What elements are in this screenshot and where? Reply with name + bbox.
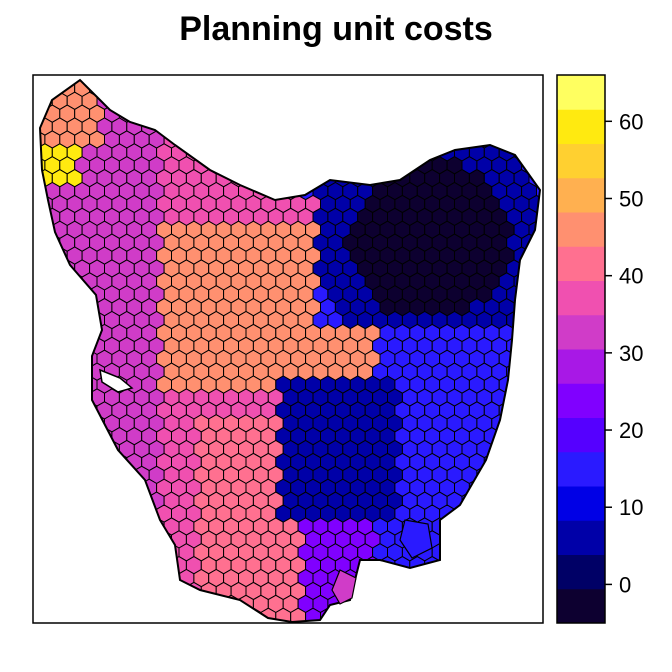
legend-tick-label: 60 [619, 109, 643, 134]
legend-tick-label: 0 [619, 572, 631, 597]
bruny-island [331, 569, 357, 605]
legend-swatch [557, 75, 605, 110]
legend-tick-label: 10 [619, 495, 643, 520]
legend-swatch [557, 554, 605, 590]
legend-tick-label: 40 [619, 264, 643, 289]
legend-swatch [557, 280, 605, 316]
legend-tick-label: 20 [619, 418, 643, 443]
legend-swatch [557, 177, 605, 213]
legend-swatches [557, 75, 605, 624]
legend-swatch [557, 588, 605, 624]
legend-swatch [557, 486, 605, 521]
legend-swatch [557, 109, 605, 144]
legend-swatch [557, 451, 605, 487]
legend-tick-label: 30 [619, 341, 643, 366]
legend-tick-label: 50 [619, 186, 643, 211]
legend-swatch [557, 520, 605, 555]
legend-ticks: 0 10 20 30 40 50 60 [605, 109, 643, 597]
legend-swatch [557, 349, 605, 384]
legend-swatch [557, 417, 605, 453]
tasman-peninsula [399, 519, 433, 559]
legend-swatch [557, 246, 605, 281]
legend-swatch [557, 383, 605, 418]
macquarie-harbour [99, 368, 134, 393]
legend-swatch [557, 143, 605, 179]
legend-frame [556, 74, 606, 624]
map-title: Planning unit costs [179, 10, 493, 48]
legend-swatch [557, 314, 605, 350]
legend-swatch [557, 212, 605, 247]
coastline [39, 79, 541, 623]
color-legend: 0 10 20 30 40 50 60 [556, 74, 643, 624]
